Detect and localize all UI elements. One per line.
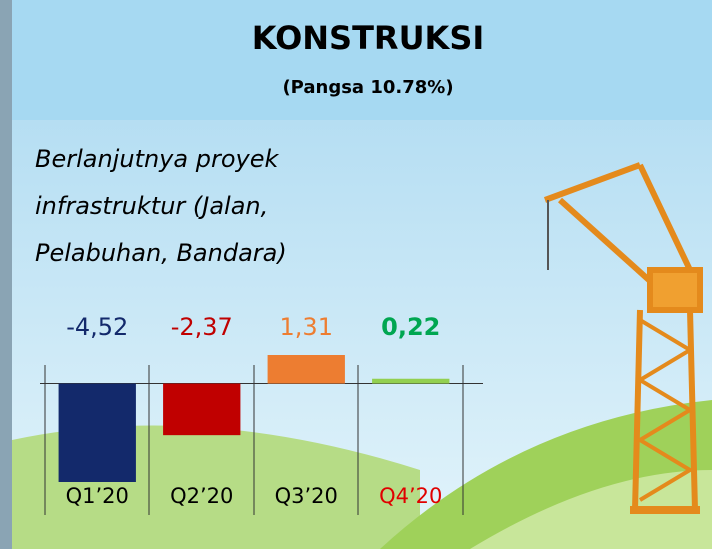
slide: KONSTRUKSI (Pangsa 10.78%) Berlanjutnya … [0,0,712,549]
value-label: 0,22 [381,313,440,341]
value-label: -2,37 [171,313,233,341]
bar [372,379,449,384]
category-label: Q4’20 [379,484,442,508]
category-label: Q1’20 [66,484,129,508]
bar [163,384,240,436]
bar [268,355,345,384]
description-line: Berlanjutnya proyek [35,145,279,173]
description-line: infrastruktur (Jalan, [35,192,268,220]
left-stripe [0,0,12,549]
title: KONSTRUKSI [252,19,485,57]
header-band [12,0,712,120]
description-line: Pelabuhan, Bandara) [35,239,287,267]
category-label: Q3’20 [275,484,338,508]
subtitle: (Pangsa 10.78%) [282,77,453,98]
value-label: 1,31 [280,313,333,341]
category-label: Q2’20 [170,484,233,508]
bar [59,384,136,482]
value-label: -4,52 [66,313,128,341]
